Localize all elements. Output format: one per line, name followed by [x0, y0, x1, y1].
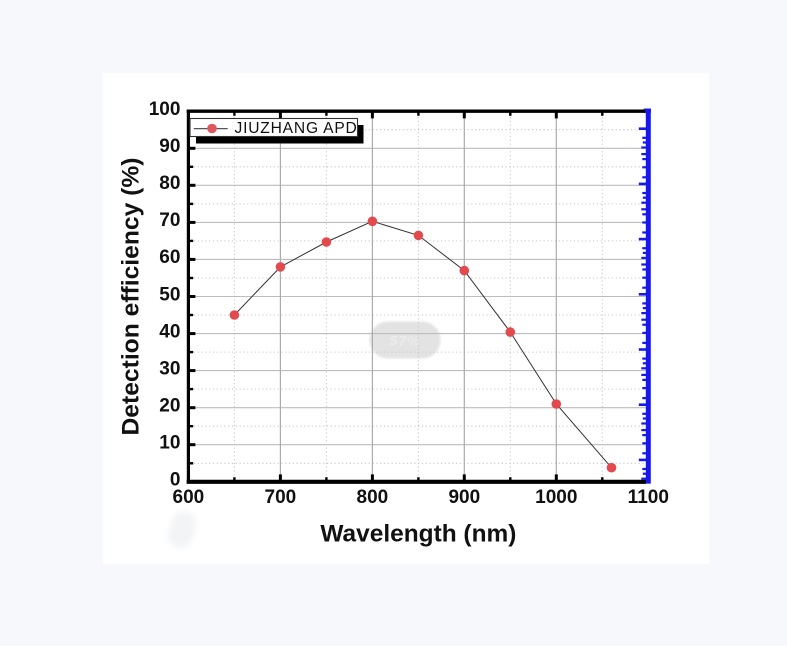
svg-text:Detection efficiency (%): Detection efficiency (%) — [118, 158, 145, 436]
svg-text:10: 10 — [159, 433, 180, 454]
svg-text:1100: 1100 — [628, 487, 669, 508]
svg-text:0: 0 — [170, 470, 181, 491]
svg-text:60: 60 — [159, 247, 180, 268]
svg-text:800: 800 — [357, 487, 389, 508]
svg-text:70: 70 — [159, 210, 180, 231]
svg-text:50: 50 — [159, 284, 180, 305]
svg-text:57%: 57% — [389, 333, 420, 349]
svg-text:90: 90 — [159, 136, 180, 157]
svg-text:100: 100 — [149, 99, 181, 120]
svg-text:40: 40 — [159, 321, 180, 342]
svg-text:900: 900 — [448, 487, 480, 508]
svg-text:20: 20 — [159, 396, 180, 417]
svg-text:700: 700 — [265, 487, 297, 508]
svg-text:600: 600 — [173, 487, 205, 508]
svg-text:1000: 1000 — [535, 487, 577, 508]
svg-text:80: 80 — [159, 173, 180, 194]
svg-text:JIUZHANG APD: JIUZHANG APD — [235, 120, 358, 137]
svg-text:30: 30 — [159, 358, 180, 379]
svg-text:Wavelength (nm): Wavelength (nm) — [320, 520, 516, 547]
